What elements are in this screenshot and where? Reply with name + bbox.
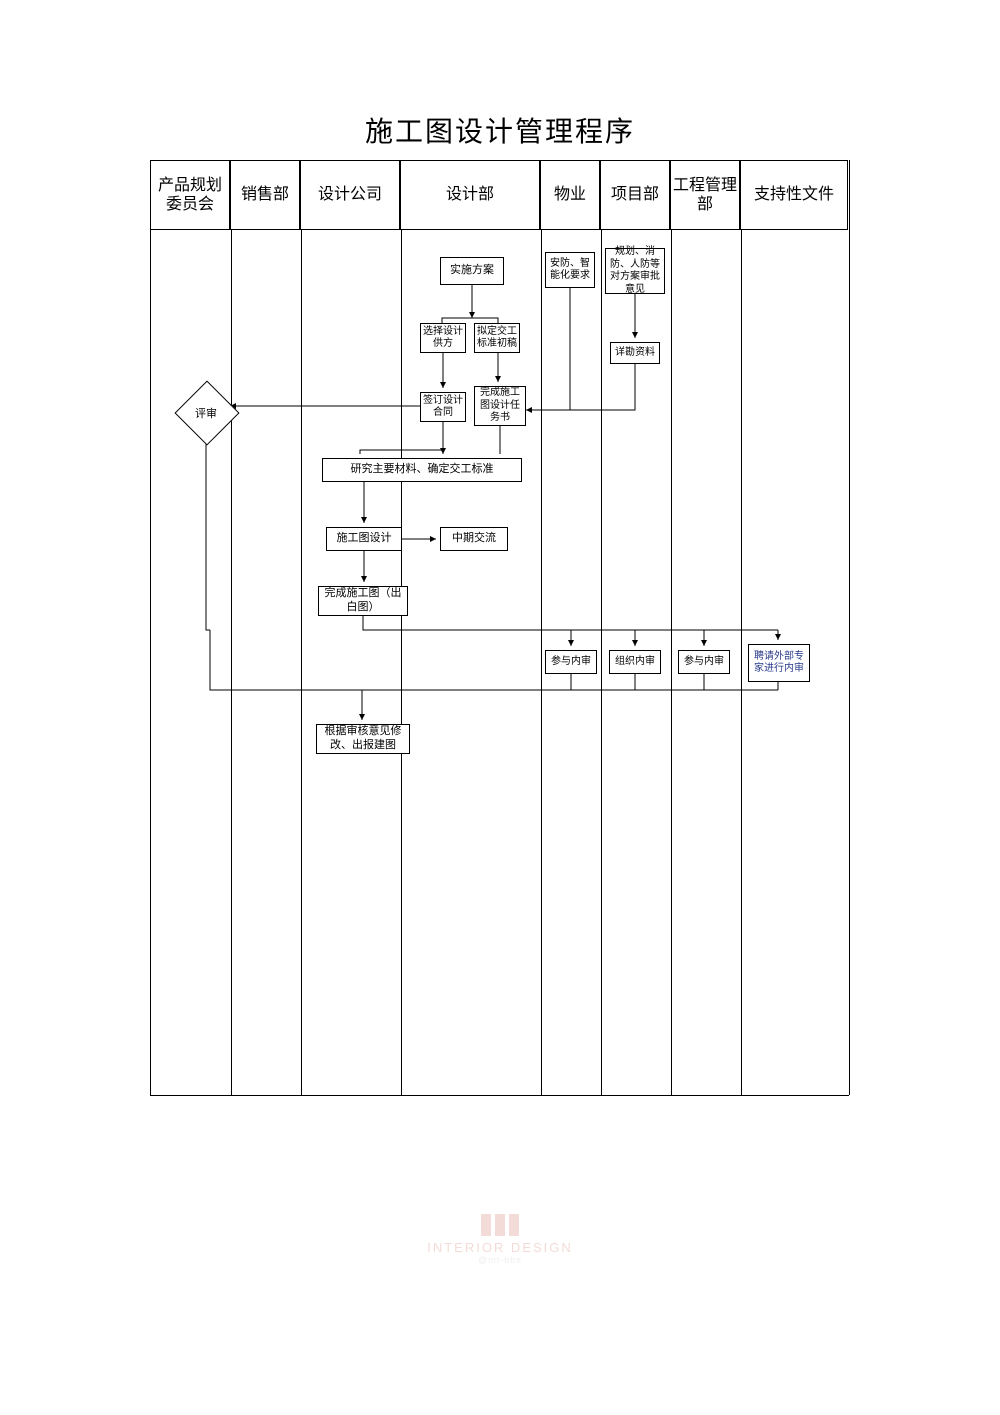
node-xiangkan: 详勘资料 [610, 342, 660, 364]
watermark-text: INTERIOR DESIGN [0, 1240, 1000, 1255]
header-c4: 物业 [540, 160, 600, 230]
header-c7: 支持性文件 [740, 160, 848, 230]
header-c6: 工程管理部 [670, 160, 740, 230]
node-shishi: 实施方案 [440, 257, 504, 285]
header-row: 产品规划委员会销售部设计公司设计部物业项目部工程管理部支持性文件 [150, 160, 848, 230]
node-pinqing: 聘请外部专家进行内审 [748, 644, 810, 682]
node-yanjiu: 研究主要材料、确定交工标准 [322, 458, 522, 482]
node-zuzhi: 组织内审 [609, 650, 661, 674]
header-c1: 销售部 [230, 160, 300, 230]
node-qianding: 签订设计合同 [420, 392, 466, 422]
node-wancheng_bt: 完成施工图（出白图） [318, 586, 408, 616]
node-anfang: 安防、智能化要求 [545, 252, 595, 288]
header-c0: 产品规划委员会 [150, 160, 230, 230]
page-title: 施工图设计管理程序 [0, 0, 1000, 150]
node-xuanze: 选择设计供方 [420, 323, 466, 353]
node-genju: 根据审核意见修改、出报建图 [316, 724, 410, 754]
node-niding: 拟定交工标准初稿 [474, 323, 520, 353]
watermark-sub: @mt-bbs [0, 1255, 1000, 1265]
node-guihua: 规划、消防、人防等对方案审批意见 [605, 248, 665, 294]
swimlane-frame [150, 160, 849, 1096]
node-pingshenD-label: 评审 [192, 405, 220, 421]
node-sgtsj: 施工图设计 [326, 527, 402, 551]
node-zhongqi: 中期交流 [440, 527, 508, 551]
header-c2: 设计公司 [300, 160, 400, 230]
header-c3: 设计部 [400, 160, 540, 230]
header-c5: 项目部 [600, 160, 670, 230]
node-cy1: 参与内审 [545, 650, 597, 674]
watermark: INTERIOR DESIGN @mt-bbs [0, 1214, 1000, 1265]
node-wancheng_rw: 完成施工图设计任务书 [474, 386, 526, 426]
watermark-bars [481, 1214, 519, 1236]
node-cy2: 参与内审 [678, 650, 730, 674]
